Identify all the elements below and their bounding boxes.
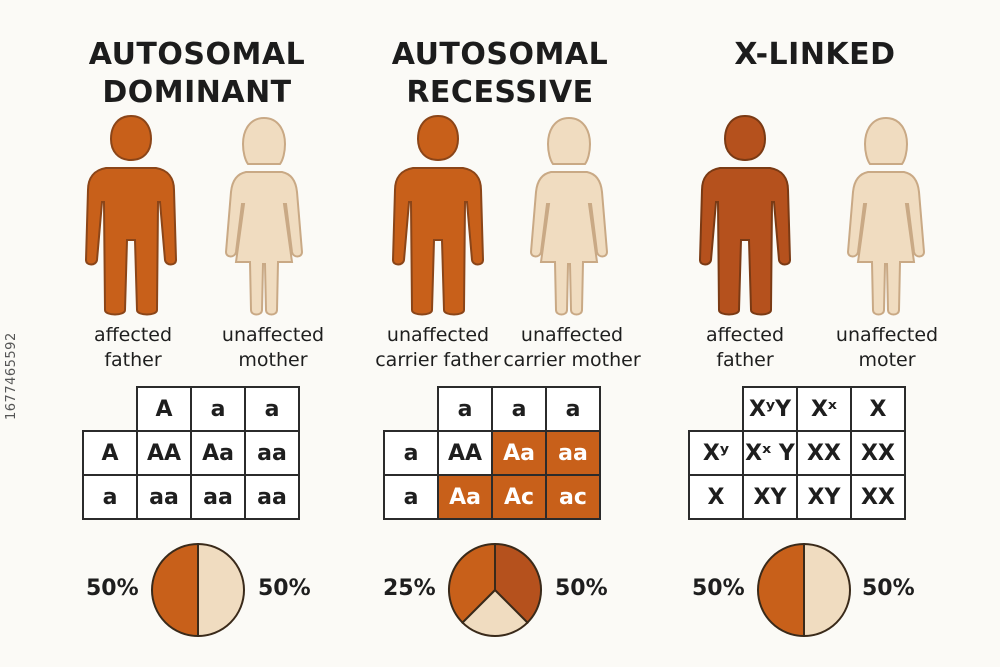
father-figure [690,112,800,318]
caption-line: carrier father [375,349,501,371]
caption-line: carrier mother [503,349,641,371]
male-silhouette-icon [698,114,792,316]
female-silhouette-icon [529,116,609,316]
caption-line: unaffected [520,324,624,346]
male-silhouette-icon [391,114,485,316]
caption-line: unaffected [835,324,939,346]
father-figure [383,112,493,318]
panel-title: AUTOSOMAL RECESSIVE [335,36,665,112]
title-line: AUTOSOMAL [88,37,306,72]
punnett-square: XʸY Xˣ X Xʸ Xˣ Y XX XX X XY XY XX [688,386,912,524]
punnett-row-label: a [82,474,138,520]
outcome-pie-chart [754,540,854,644]
punnett-row-label: A [82,430,138,476]
punnett-cell: aa [190,474,246,520]
outcome-pie-chart [148,540,248,644]
punnett-header-cell: a [545,386,601,432]
caption-line: moter [858,349,916,371]
female-silhouette-icon [224,116,304,316]
panel-autosomal-recessive: AUTOSOMAL RECESSIVE unaffected carrier f… [335,0,665,667]
punnett-row-label: a [383,430,439,476]
pie-svg [448,542,542,637]
mother-figure [519,112,619,318]
punnett-header-cell: X [850,386,906,432]
punnett-cell: XY [796,474,852,520]
punnett-header-cell: XʸY [742,386,798,432]
pie-svg [151,542,245,638]
mother-caption: unaffected moter [812,323,962,373]
pie-label-right: 50% [258,576,311,601]
punnett-cell: XX [796,430,852,476]
punnett-row-label: a [383,474,439,520]
punnett-cell: aa [244,474,300,520]
punnett-cell: aa [545,430,601,476]
punnett-cell: Aa [437,474,493,520]
punnett-cell: ac [545,474,601,520]
title-line: AUTOSOMAL [391,37,609,72]
stock-id: 1677465592 [4,332,19,420]
punnett-cell: aa [244,430,300,476]
pie-slice [757,542,805,638]
caption-line: affected [705,324,785,346]
pie-label-right: 50% [862,576,915,601]
male-silhouette-icon [84,114,178,316]
caption-line: affected [93,324,173,346]
panel-autosomal-dominant: AUTOSOMAL DOMINANT affected father unaff… [32,0,362,667]
pie-slice [197,542,245,638]
pie-slice [494,542,542,624]
punnett-cell: AA [437,430,493,476]
punnett-cell: AA [136,430,192,476]
pie-label-left: 25% [383,576,436,601]
punnett-header-cell: a [437,386,493,432]
pie-label-right: 50% [555,576,608,601]
punnett-square: a a a a AA Aa aa a Aa Ac ac [383,386,607,524]
panel-x-linked: X-LINKED affected father unaffected mote… [650,0,980,667]
mother-caption: unaffected carrier mother [497,323,647,373]
title-line: DOMINANT [102,75,292,110]
panel-title: AUTOSOMAL DOMINANT [32,36,362,112]
punnett-cell: XX [850,430,906,476]
pie-slice [448,542,496,624]
punnett-row-label: X [688,474,744,520]
father-caption: unaffected carrier father [363,323,513,373]
pie-label-left: 50% [86,576,139,601]
pie-slice [803,542,851,638]
punnett-cell: XX [850,474,906,520]
punnett-header-cell: a [244,386,300,432]
pie-label-left: 50% [692,576,745,601]
caption-line: father [104,349,162,371]
punnett-cell: Ac [491,474,547,520]
punnett-cell: aa [136,474,192,520]
caption-line: father [716,349,774,371]
pie-svg [757,542,851,638]
title-line: RECESSIVE [406,75,594,110]
caption-line: unaffected [221,324,325,346]
caption-line: unaffected [386,324,490,346]
father-figure [76,112,186,318]
punnett-header-cell: a [190,386,246,432]
punnett-cell: Aa [190,430,246,476]
father-caption: affected father [58,323,208,373]
caption-line: mother [238,349,308,371]
title-line: X-LINKED [734,37,896,72]
punnett-header-cell: a [491,386,547,432]
female-silhouette-icon [846,116,926,316]
punnett-header-cell: Xˣ [796,386,852,432]
father-caption: affected father [670,323,820,373]
punnett-cell: XY [742,474,798,520]
mother-figure [214,112,314,318]
pie-slice [461,588,529,637]
punnett-cell: Xˣ Y [742,430,798,476]
punnett-header-cell: A [136,386,192,432]
mother-figure [836,112,936,318]
punnett-cell: Aa [491,430,547,476]
punnett-row-label: Xʸ [688,430,744,476]
outcome-pie-chart [445,540,545,644]
pie-slice [151,542,199,638]
mother-caption: unaffected mother [198,323,348,373]
panel-title: X-LINKED [650,36,980,74]
